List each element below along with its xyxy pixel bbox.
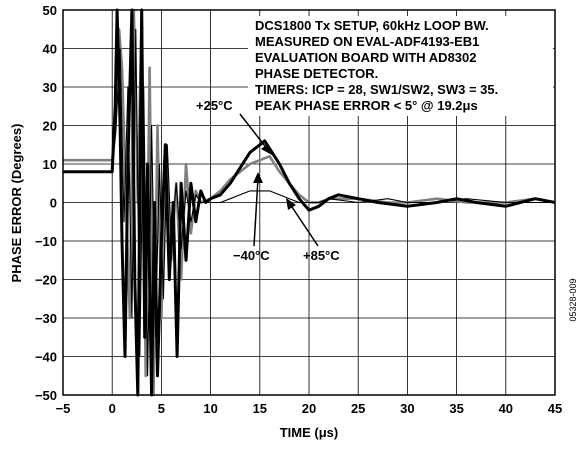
y-tick-label: −20 <box>35 273 57 288</box>
x-tick-label: 0 <box>109 401 116 416</box>
callout-25c-label: +25°C <box>196 98 233 113</box>
callout-85c-arrowhead <box>286 198 296 210</box>
y-tick-label: 20 <box>43 119 57 134</box>
annotation-background <box>248 16 553 116</box>
x-tick-label: 35 <box>449 401 463 416</box>
callout-25c-arrowhead <box>261 144 272 155</box>
y-tick-label: −30 <box>35 311 57 326</box>
series-line-0 <box>63 8 556 397</box>
y-tick-label: 10 <box>43 157 57 172</box>
figure-id: 05328-009 <box>568 278 578 321</box>
x-tick-label: 10 <box>203 401 217 416</box>
plot-frame <box>62 9 556 396</box>
y-axis-title: PHASE ERROR (Degrees) <box>9 124 24 283</box>
y-tick-label: 40 <box>43 42 57 57</box>
x-tick-label: 45 <box>548 401 562 416</box>
annotation-line-5: TIMERS: ICP = 28, SW1/SW2, SW3 = 35. <box>255 82 498 97</box>
x-tick-label: 5 <box>158 401 165 416</box>
series-line-1 <box>63 8 556 397</box>
callout-85c-arrow <box>289 203 319 247</box>
annotation-line-6: PEAK PHASE ERROR < 5° @ 19.2μs <box>255 98 478 113</box>
callout-minus40c-label: −40°C <box>233 248 270 263</box>
tick-labels: −5 0 5 10 15 20 25 30 35 40 45−50−40−30−20−1001020… <box>35 3 562 416</box>
callout-minus40c: −40°C <box>233 172 270 263</box>
y-tick-label: 30 <box>43 80 57 95</box>
x-tick-label: 15 <box>253 401 267 416</box>
y-tick-label: −40 <box>35 350 57 365</box>
y-tick-label: 50 <box>43 3 57 18</box>
y-tick-label: 0 <box>50 196 57 211</box>
x-tick-label: −5 <box>56 401 71 416</box>
callout-25c: +25°C <box>196 98 272 155</box>
callout-minus40c-arrow <box>253 177 259 247</box>
y-tick-label: −50 <box>35 388 57 403</box>
annotation-line-4: PHASE DETECTOR. <box>255 66 378 81</box>
x-tick-label: 30 <box>400 401 414 416</box>
annotation-line-3: EVALUATION BOARD WITH AD8302 <box>255 50 477 65</box>
series-lines <box>63 8 556 397</box>
x-tick-label: 25 <box>351 401 365 416</box>
y-tick-label: −10 <box>35 234 57 249</box>
callout-minus40c-arrowhead <box>253 172 263 183</box>
callout-25c-arrow <box>239 113 269 151</box>
x-axis-title: TIME (μs) <box>280 425 339 440</box>
x-tick-label: 40 <box>499 401 513 416</box>
x-tick-label: 20 <box>302 401 316 416</box>
annotation-box: DCS1800 Tx SETUP, 60kHz LOOP BW. MEASURE… <box>248 16 553 116</box>
callout-85c-label: +85°C <box>303 248 340 263</box>
callout-85c: +85°C <box>286 198 340 263</box>
annotation-line-1: DCS1800 Tx SETUP, 60kHz LOOP BW. <box>255 18 489 33</box>
annotation-line-2: MEASURED ON EVAL-ADF4193-EB1 <box>255 34 479 49</box>
